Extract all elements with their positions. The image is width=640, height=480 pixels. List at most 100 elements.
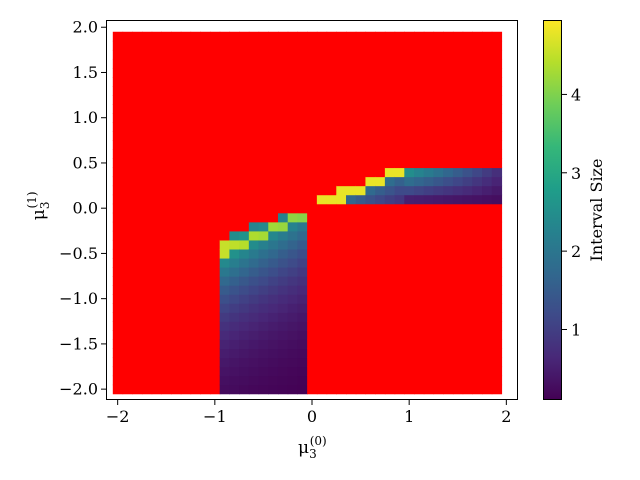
heatmap-cell-masked [258,185,269,196]
heatmap-cell [277,303,289,313]
heatmap-cell-masked [171,321,182,331]
heatmap-cell-masked [161,239,172,250]
heatmap-cell-masked [414,285,425,295]
heatmap-cell-masked [394,321,405,331]
heatmap-cell-masked [355,67,367,78]
heatmap-cell-masked [384,330,396,340]
heatmap-cell-masked [132,167,143,178]
heatmap-cell-masked [404,294,415,304]
heatmap-cell-masked [423,366,435,377]
heatmap-cell-masked [190,321,201,331]
heatmap-cell-masked [404,375,415,386]
heatmap-cell [239,366,250,377]
heatmap-cell-masked [336,357,347,368]
heatmap-cell-masked [239,140,250,150]
heatmap-cell [258,257,269,268]
heatmap-cell-masked [423,77,435,87]
heatmap-cell [239,312,250,322]
heatmap-cell-masked [394,248,405,259]
heatmap-cell-masked [258,203,269,214]
heatmap-cell-masked [180,194,192,205]
heatmap-cell-masked [180,185,192,196]
heatmap-cell-masked [316,321,328,331]
heatmap-cell-masked [482,158,493,169]
heatmap-cell-masked [316,230,328,241]
heatmap-cell-masked [346,276,357,286]
heatmap-cell-masked [190,104,201,114]
heatmap-cell [287,248,299,259]
heatmap-cell [462,194,473,205]
heatmap-cell-masked [122,285,133,295]
heatmap-cell-masked [423,294,435,304]
heatmap-cell-masked [462,86,473,96]
heatmap-cell-masked [326,230,337,241]
heatmap-cell-masked [112,348,124,359]
heatmap-cell [258,366,269,377]
heatmap-cell-masked [161,303,172,313]
heatmap-cell-masked [462,276,473,286]
heatmap-cell [219,248,231,259]
heatmap-cell-masked [248,194,260,205]
heatmap-cell-masked [452,113,464,123]
heatmap-cell-masked [151,104,162,114]
heatmap-cell-masked [248,104,260,114]
heatmap-cell-masked [209,294,221,304]
heatmap-cell-masked [132,149,143,160]
heatmap-cell-masked [112,104,124,114]
heatmap-cell-masked [122,203,133,214]
heatmap-cell-masked [404,230,415,241]
heatmap-cell-masked [423,285,435,295]
heatmap-cell [482,185,493,196]
heatmap-cell-masked [132,248,143,259]
heatmap-cell-masked [384,113,396,123]
heatmap-cell-masked [326,122,337,132]
heatmap-cell [433,176,444,187]
heatmap-cell-masked [462,122,473,132]
y-axis-label: μ3(1) [25,191,52,220]
heatmap-cell-masked [151,167,162,178]
heatmap-cell-masked [326,303,337,313]
heatmap-cell-masked [200,158,211,169]
heatmap-cell-masked [268,140,279,150]
heatmap-cell-masked [423,330,435,340]
heatmap-cell-masked [209,285,221,295]
heatmap-cell-masked [375,67,386,78]
heatmap-cell-masked [336,248,347,259]
heatmap-cell-masked [219,158,231,169]
heatmap-cell [404,185,415,196]
heatmap-cell-masked [287,58,299,69]
heatmap-cell-masked [112,239,124,250]
heatmap-cell-masked [161,67,172,78]
heatmap-cell-masked [171,312,182,322]
heatmap-cell-masked [462,140,473,150]
heatmap-cell-masked [326,285,337,295]
heatmap-cell [336,194,347,205]
heatmap-cell-masked [219,194,231,205]
heatmap-cell [219,276,231,286]
heatmap-cell-masked [404,276,415,286]
heatmap-cell-masked [229,194,240,205]
heatmap-cell [297,330,308,340]
heatmap-cell-masked [171,149,182,160]
heatmap-cell [287,267,299,277]
heatmap-cell-masked [161,294,172,304]
heatmap-cell-masked [132,348,143,359]
axis-label-subscript: 3 [309,447,317,461]
heatmap-cell-masked [141,230,153,241]
heatmap-cell [277,348,289,359]
heatmap-cell-masked [219,230,231,241]
heatmap-cell [219,257,231,268]
heatmap-cell-masked [384,276,396,286]
heatmap-cell-masked [239,212,250,223]
heatmap-cell-masked [414,158,425,169]
heatmap-cell-masked [229,221,240,232]
heatmap-cell-masked [375,330,386,340]
heatmap-cell-masked [491,203,503,214]
heatmap-cell-masked [404,149,415,160]
heatmap-cell-masked [404,339,415,350]
heatmap-cell [287,276,299,286]
heatmap-cell-masked [200,67,211,78]
heatmap-cell-masked [287,122,299,132]
heatmap-cell-masked [209,95,221,105]
heatmap-cell-masked [452,312,464,322]
